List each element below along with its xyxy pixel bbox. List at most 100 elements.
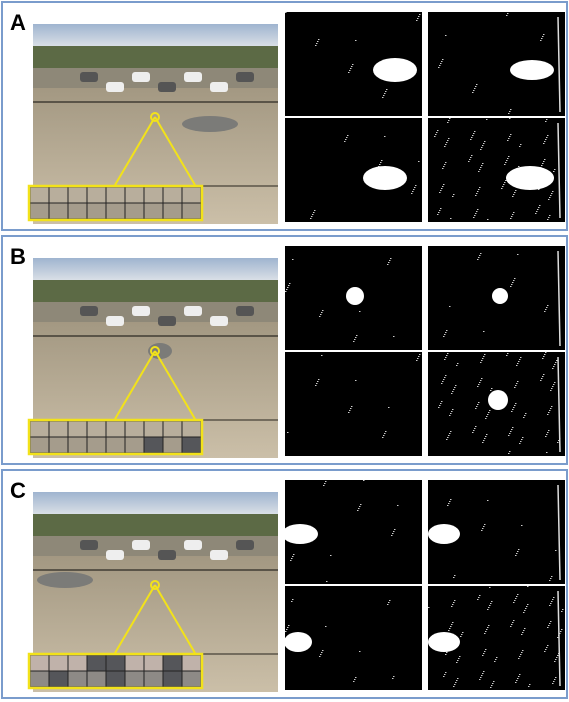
mask-noise — [320, 654, 322, 655]
mask-noise — [518, 658, 520, 659]
mask-noise — [507, 140, 509, 141]
mask-noise — [324, 483, 326, 484]
pixel-cell — [49, 671, 68, 687]
mask-noise — [477, 386, 479, 387]
mask-noise — [477, 209, 479, 210]
mask-noise — [544, 354, 546, 355]
mask-noise — [442, 186, 444, 187]
mask-noise — [480, 677, 482, 678]
pixel-cell — [163, 187, 182, 203]
mask-noise — [418, 161, 420, 162]
mask-noise — [391, 535, 393, 536]
mask-noise — [545, 139, 547, 140]
parked-car — [158, 316, 176, 326]
mask-noise — [547, 414, 549, 415]
pixel-cell — [30, 655, 49, 671]
mask-noise — [553, 597, 555, 598]
mask-noise — [527, 604, 529, 605]
pixel-cell — [125, 421, 144, 437]
mask-noise — [512, 427, 514, 428]
parked-car — [132, 540, 150, 550]
mask-noise — [451, 411, 453, 412]
mask-noise — [555, 550, 557, 551]
mask-noise — [555, 362, 557, 363]
mask-noise — [489, 410, 491, 411]
mask-noise — [483, 440, 485, 441]
mask-noise — [457, 363, 459, 364]
mask-noise — [454, 600, 456, 601]
moving-car — [37, 572, 93, 588]
mask-noise — [316, 43, 318, 44]
mask-noise — [315, 385, 317, 386]
mask-noise — [479, 382, 481, 383]
panel: B — [2, 236, 567, 464]
pixel-cell — [87, 421, 106, 437]
mask-noise — [448, 503, 450, 504]
panel-label: C — [10, 478, 26, 503]
mask-noise — [418, 356, 420, 357]
mask-noise — [443, 676, 445, 677]
mask-noise — [539, 205, 541, 206]
mask-noise — [317, 41, 319, 42]
mask-noise — [474, 88, 476, 89]
mask-noise — [292, 556, 294, 557]
mask-noise — [388, 602, 390, 603]
mask-noise — [517, 551, 519, 552]
mask-noise — [547, 627, 549, 628]
mask-noise — [440, 403, 442, 404]
mask-noise — [510, 626, 512, 627]
mask-noise — [522, 437, 524, 438]
mask-noise — [496, 657, 498, 658]
mask-noise — [495, 659, 497, 660]
pixel-cell — [125, 437, 144, 453]
mask-noise — [289, 283, 291, 284]
mask-noise — [473, 133, 475, 134]
mask-noise — [476, 84, 478, 85]
mask-noise — [479, 595, 481, 596]
mask-noise — [537, 209, 539, 210]
mask-noise — [382, 437, 384, 438]
mask-noise — [478, 384, 480, 385]
mask-noise — [487, 219, 489, 220]
mask-noise — [325, 481, 327, 482]
mask-noise — [312, 214, 314, 215]
mask-noise — [456, 680, 458, 681]
mask-noise — [510, 134, 512, 135]
parked-car — [106, 82, 124, 92]
mask-noise — [447, 505, 449, 506]
mask-noise — [519, 146, 521, 147]
mask-noise — [443, 379, 445, 380]
mask-noise — [292, 259, 294, 260]
mask-noise — [540, 380, 542, 381]
mask-noise — [452, 391, 454, 392]
mask-noise — [543, 374, 545, 375]
mask-noise — [444, 377, 446, 378]
panel: C — [2, 470, 567, 698]
mask-noise — [493, 681, 495, 682]
mask-noise — [512, 622, 514, 623]
mask-noise — [514, 405, 516, 406]
mask-noise — [561, 611, 563, 612]
mask-noise — [542, 376, 544, 377]
mask-noise — [551, 388, 553, 389]
mask-noise — [444, 164, 446, 165]
mask-noise — [508, 453, 510, 454]
mask-noise — [490, 390, 492, 391]
mask-noise — [453, 602, 455, 603]
mask-noise — [485, 418, 487, 419]
mask-noise — [486, 629, 488, 630]
mask-noise — [549, 580, 551, 581]
mask-noise — [544, 651, 546, 652]
mask-noise — [359, 506, 361, 507]
mask-noise — [514, 387, 516, 388]
mask-noise — [546, 647, 548, 648]
mask-noise — [535, 213, 537, 214]
mask-noise — [480, 362, 482, 363]
mask-noise — [453, 686, 455, 687]
pixel-cell — [144, 437, 163, 453]
mask-noise — [478, 171, 480, 172]
mask-noise — [388, 262, 390, 263]
mask-noise — [545, 121, 547, 122]
pixel-cell — [144, 421, 163, 437]
mask-noise — [550, 603, 552, 604]
